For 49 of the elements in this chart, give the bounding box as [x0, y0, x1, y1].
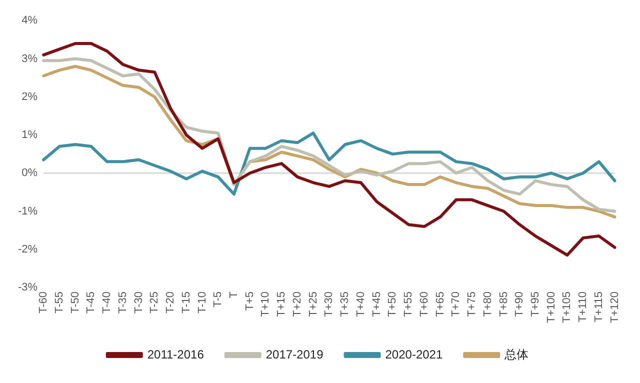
y-tick-label: -1% [18, 205, 38, 218]
x-tick-label: T+25 [307, 292, 320, 317]
y-tick-label: 1% [22, 129, 38, 142]
x-tick-label: T-55 [53, 292, 66, 314]
x-tick-label: T+105 [561, 292, 574, 324]
x-tick-label: T-30 [132, 292, 145, 314]
x-tick-label: T+115 [592, 292, 605, 322]
x-tick-label: T+45 [370, 292, 383, 317]
y-tick-label: 3% [22, 52, 38, 65]
x-tick-label: T-35 [116, 292, 129, 314]
x-tick-label: T-10 [196, 292, 208, 314]
x-tick-label: T+60 [418, 292, 430, 317]
x-tick-label: T+65 [434, 292, 446, 317]
legend-label: 总体 [504, 347, 529, 362]
y-tick-label: 4% [22, 14, 38, 27]
x-tick-label: T+80 [482, 292, 494, 317]
y-tick-label: -3% [18, 282, 38, 294]
legend-label: 2017-2019 [266, 347, 324, 362]
y-tick-label: 0% [22, 167, 38, 180]
x-tick-label: T [228, 291, 240, 298]
x-tick-label: T-40 [101, 292, 114, 314]
x-tick-label: T+40 [354, 292, 367, 317]
x-tick-label: T-15 [180, 292, 192, 314]
x-tick-label: T+5 [244, 292, 256, 311]
x-tick-label: T+10 [260, 292, 272, 317]
x-tick-label: T+75 [466, 292, 478, 317]
legend-label: 2020-2021 [385, 347, 443, 362]
x-tick-label: T+90 [514, 292, 526, 317]
x-tick-label: T-5 [212, 292, 224, 308]
x-tick-label: T+85 [498, 292, 510, 317]
x-tick-label: T-50 [69, 292, 82, 314]
x-tick-label: T+110 [577, 292, 590, 322]
legend-label: 2011-2016 [147, 347, 204, 362]
x-tick-label: T-20 [164, 292, 177, 314]
x-tick-label: T+30 [323, 292, 336, 317]
x-tick-label: T+20 [291, 292, 304, 317]
y-tick-label: -2% [18, 243, 38, 256]
y-tick-label: 2% [22, 90, 38, 103]
x-tick-label: T+120 [608, 292, 621, 324]
x-tick-label: T+35 [339, 292, 352, 317]
x-tick-label: T+50 [386, 292, 399, 317]
x-tick-label: T+15 [276, 292, 288, 317]
x-tick-label: T-60 [38, 292, 50, 314]
x-tick-label: T-25 [148, 292, 161, 314]
x-tick-label: T+95 [529, 292, 542, 317]
x-tick-label: T+100 [545, 292, 558, 324]
x-tick-label: T+55 [402, 292, 415, 317]
x-tick-label: T-45 [85, 292, 98, 314]
x-tick-label: T+70 [450, 292, 462, 317]
